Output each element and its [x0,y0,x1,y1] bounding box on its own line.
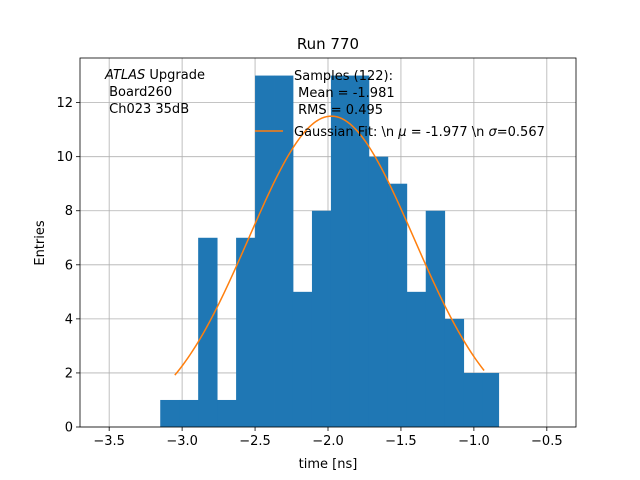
x-tick-label: −3.0 [166,434,198,449]
y-tick-label: 10 [56,150,73,165]
atlas-italic-text: ATLAS [104,68,145,83]
histogram-bars [160,75,500,428]
y-tick-label: 8 [65,204,73,219]
legend-fit-mid: = -1.977 \n [407,125,489,140]
atlas-upgrade-label: ATLAS Upgrade [104,68,205,83]
board-label: Board260 [105,85,172,100]
histogram-bar [311,210,332,427]
histogram-bar [179,399,199,427]
histogram-bar [425,210,446,427]
histogram-bar [482,372,500,427]
atlas-upgrade-text: Upgrade [145,68,205,83]
y-tick-label: 4 [65,312,73,327]
legend-samples-count: Samples (122): [294,69,393,84]
x-axis-label: time [ns] [299,457,358,472]
x-tick-label: −3.5 [93,434,125,449]
x-axis-ticks: −3.5 −3.0 −2.5 −2.0 −1.5 −1.0 −0.5 [93,427,563,449]
y-axis-label: Entries [33,220,48,266]
histogram-bar [387,183,408,427]
histogram-bar [292,291,313,427]
y-axis-ticks: 0 2 4 6 8 10 12 [56,96,80,436]
histogram-bar [217,399,237,427]
y-tick-label: 6 [65,258,73,273]
y-tick-label: 2 [65,366,73,381]
legend-mean: Mean = -1.981 [294,86,395,101]
legend-rms: RMS = 0.495 [294,103,383,118]
x-tick-label: −2.5 [239,434,271,449]
legend-fit-label: Gaussian Fit: \n μ = -1.977 \n σ=0.567 [294,125,545,140]
legend-fit-suffix: =0.567 [497,125,545,140]
x-tick-label: −2.0 [312,434,344,449]
histogram-bar [349,75,370,428]
histogram-bar [198,237,218,427]
histogram-bar [274,75,294,428]
y-tick-label: 12 [56,96,73,111]
histogram-bar [255,75,275,428]
gaussian-fit [174,115,485,376]
histogram-bar [444,318,465,427]
x-tick-label: −1.5 [385,434,417,449]
fit-curve-line [174,115,485,376]
histogram-bar [236,237,256,427]
histogram-bar [406,291,427,427]
histogram-bar [368,156,389,427]
legend-fit-prefix: Gaussian Fit: \n [294,125,398,140]
legend-fit-sigma: σ [489,125,498,140]
legend-fit-mu: μ [397,125,406,140]
histogram-bar [160,399,180,427]
histogram-bar [330,75,351,428]
histogram-bar [463,372,484,427]
channel-label: Ch023 35dB [105,102,189,117]
y-tick-label: 0 [65,421,73,436]
chart-title: Run 770 [297,35,359,53]
x-tick-label: −1.0 [458,434,490,449]
legend: Samples (122): Mean = -1.981 RMS = 0.495… [255,69,545,140]
x-tick-label: −0.5 [531,434,563,449]
